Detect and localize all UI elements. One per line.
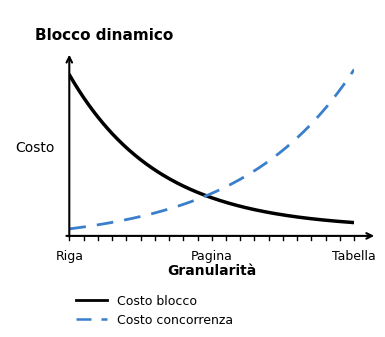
Text: Granularità: Granularità — [167, 264, 256, 278]
Text: Pagina: Pagina — [191, 250, 233, 263]
Text: Blocco dinamico: Blocco dinamico — [35, 28, 173, 43]
Text: Costo: Costo — [15, 141, 55, 155]
Text: Riga: Riga — [55, 250, 83, 263]
Legend: Costo blocco, Costo concorrenza: Costo blocco, Costo concorrenza — [76, 295, 233, 327]
Text: Tabella: Tabella — [332, 250, 376, 263]
